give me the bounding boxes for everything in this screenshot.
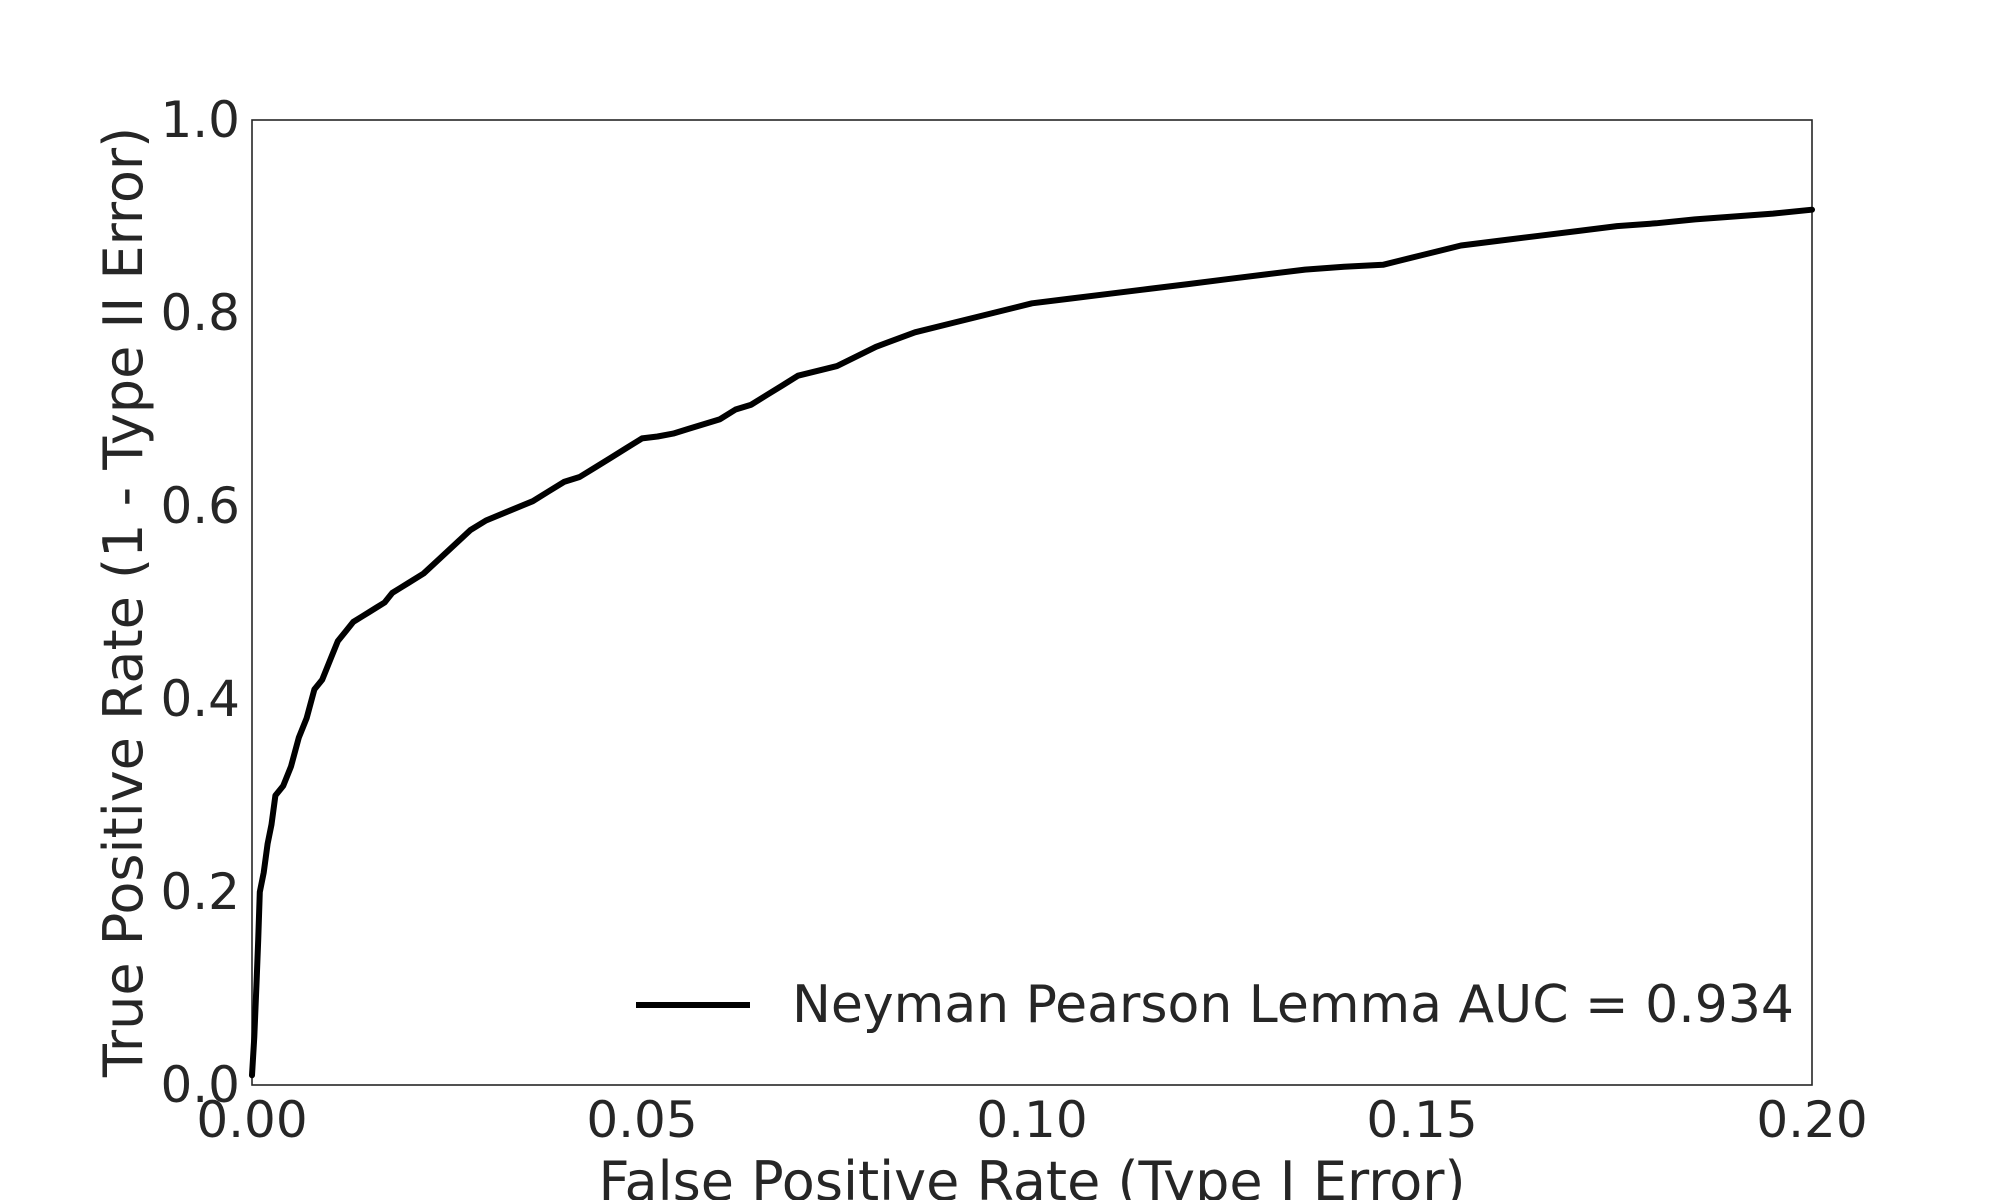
x-axis-ticks: 0.00 0.05 0.10 0.15 0.20 [196, 1091, 1867, 1149]
y-axis-ticks: 0.0 0.2 0.4 0.6 0.8 1.0 [160, 91, 240, 1114]
y-tick-label: 0.0 [160, 1056, 240, 1114]
y-axis-label: True Positive Rate (1 - Type II Error) [92, 127, 155, 1078]
plot-area [251, 119, 1813, 1086]
x-tick-label: 0.10 [976, 1091, 1087, 1149]
legend-label: Neyman Pearson Lemma AUC = 0.934 [792, 975, 1794, 1035]
y-tick-label: 0.8 [160, 284, 240, 342]
y-tick-label: 0.2 [160, 863, 240, 921]
legend: Neyman Pearson Lemma AUC = 0.934 [636, 975, 1794, 1035]
y-tick-label: 0.6 [160, 477, 240, 535]
x-tick-label: 0.05 [586, 1091, 697, 1149]
y-tick-label: 0.4 [160, 670, 240, 728]
y-tick-label: 1.0 [160, 91, 240, 149]
roc-curve-line [249, 206, 1815, 1079]
x-tick-label: 0.20 [1756, 1091, 1867, 1149]
x-tick-label: 0.00 [196, 1091, 307, 1149]
x-axis-label: False Positive Rate (Type I Error) [598, 1150, 1465, 1200]
x-tick-label: 0.15 [1366, 1091, 1477, 1149]
